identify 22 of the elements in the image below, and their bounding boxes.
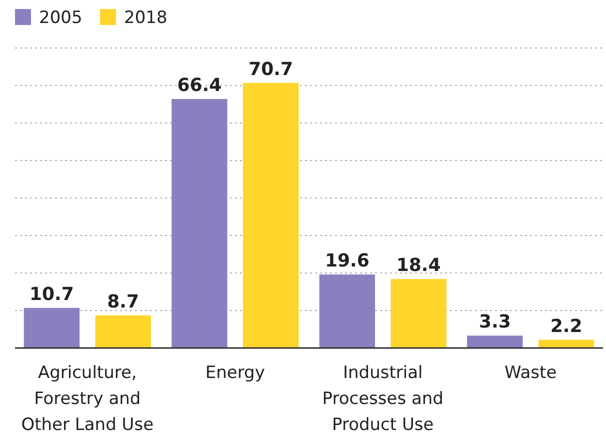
data-label: 66.4 (177, 75, 222, 96)
data-label: 10.7 (29, 284, 74, 305)
data-label: 19.6 (324, 250, 370, 272)
legend-label: 2018 (124, 8, 168, 28)
x-tick-label: Agriculture, Forestry and Other Land Use (21, 363, 154, 435)
bar (467, 336, 523, 348)
data-label: 70.7 (248, 58, 294, 80)
legend-label: 2005 (39, 8, 82, 28)
x-tick-label: Energy (205, 363, 265, 383)
data-label: 8.7 (107, 291, 140, 312)
data-label: 3.3 (478, 312, 511, 333)
x-tick-label: Waste (504, 363, 557, 383)
bar (95, 315, 151, 348)
x-tick-label: Industrial Processes and Product Use (322, 363, 444, 435)
bar (24, 308, 80, 348)
bar (319, 274, 376, 348)
bar (172, 99, 228, 348)
bar (390, 279, 446, 348)
data-label: 18.4 (396, 255, 441, 276)
data-label: 2.2 (550, 316, 582, 337)
bar (242, 82, 299, 348)
bar (538, 340, 594, 348)
